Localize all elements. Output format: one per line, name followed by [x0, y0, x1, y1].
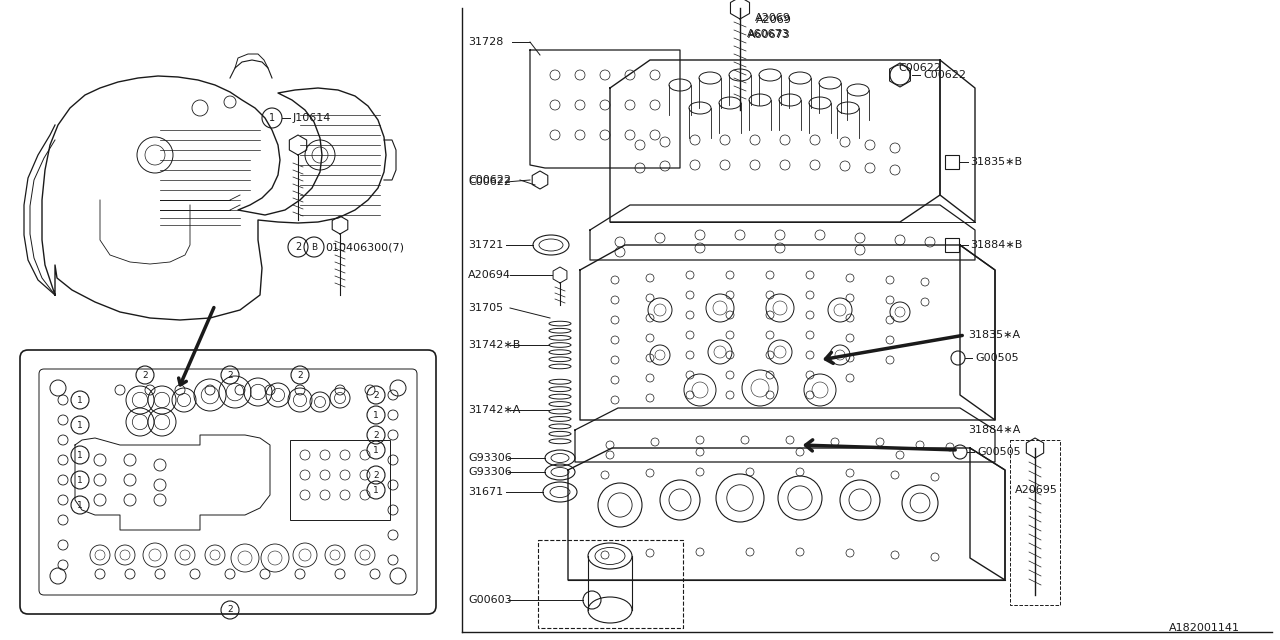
- Text: 2: 2: [374, 470, 379, 479]
- Text: 31835∗B: 31835∗B: [970, 157, 1023, 167]
- Bar: [291, 440, 390, 520]
- Text: C00622: C00622: [899, 63, 941, 73]
- Text: A20695: A20695: [1015, 485, 1057, 495]
- Text: 31705: 31705: [468, 303, 503, 313]
- Bar: [538, 540, 684, 628]
- Text: G93306: G93306: [468, 467, 512, 477]
- Text: 1: 1: [374, 486, 379, 495]
- Bar: [945, 155, 959, 169]
- Bar: [945, 238, 959, 252]
- Text: 2: 2: [374, 390, 379, 399]
- Text: 31835∗A: 31835∗A: [968, 330, 1020, 340]
- Text: 31742∗A: 31742∗A: [468, 405, 521, 415]
- Text: 31721: 31721: [468, 240, 503, 250]
- Text: 2: 2: [142, 371, 147, 380]
- Text: 31728: 31728: [468, 37, 503, 47]
- Text: 2: 2: [374, 431, 379, 440]
- Text: A20694: A20694: [468, 270, 511, 280]
- Text: 2: 2: [227, 605, 233, 614]
- Text: 31742∗B: 31742∗B: [468, 340, 521, 350]
- Text: G00505: G00505: [975, 353, 1019, 363]
- Text: 31671: 31671: [468, 487, 503, 497]
- Text: 31884∗B: 31884∗B: [970, 240, 1023, 250]
- Text: A2069: A2069: [755, 13, 791, 23]
- Text: B: B: [311, 243, 317, 252]
- Text: G00603: G00603: [468, 595, 512, 605]
- Text: 2: 2: [297, 371, 303, 380]
- Bar: [1010, 440, 1060, 605]
- Text: C00622: C00622: [468, 175, 511, 185]
- Text: 010406300(7): 010406300(7): [325, 242, 404, 252]
- Text: 1: 1: [77, 500, 83, 509]
- Text: A60673: A60673: [748, 30, 791, 40]
- Text: A2069: A2069: [756, 15, 792, 25]
- Text: G93306: G93306: [468, 453, 512, 463]
- Text: 1: 1: [77, 396, 83, 404]
- Text: C00622: C00622: [468, 177, 511, 187]
- Text: 1: 1: [77, 420, 83, 429]
- Text: C00622: C00622: [923, 70, 966, 80]
- Text: A60673: A60673: [748, 29, 790, 39]
- Text: G00505: G00505: [977, 447, 1020, 457]
- Text: 1: 1: [269, 113, 275, 123]
- Text: 2: 2: [294, 242, 301, 252]
- Text: A182001141: A182001141: [1169, 623, 1240, 633]
- Text: 1: 1: [374, 410, 379, 419]
- Text: 2: 2: [227, 371, 233, 380]
- Text: 31884∗A: 31884∗A: [968, 425, 1020, 435]
- Text: 1: 1: [77, 451, 83, 460]
- Text: J10614: J10614: [293, 113, 332, 123]
- Text: 1: 1: [77, 476, 83, 484]
- Text: 1: 1: [374, 445, 379, 454]
